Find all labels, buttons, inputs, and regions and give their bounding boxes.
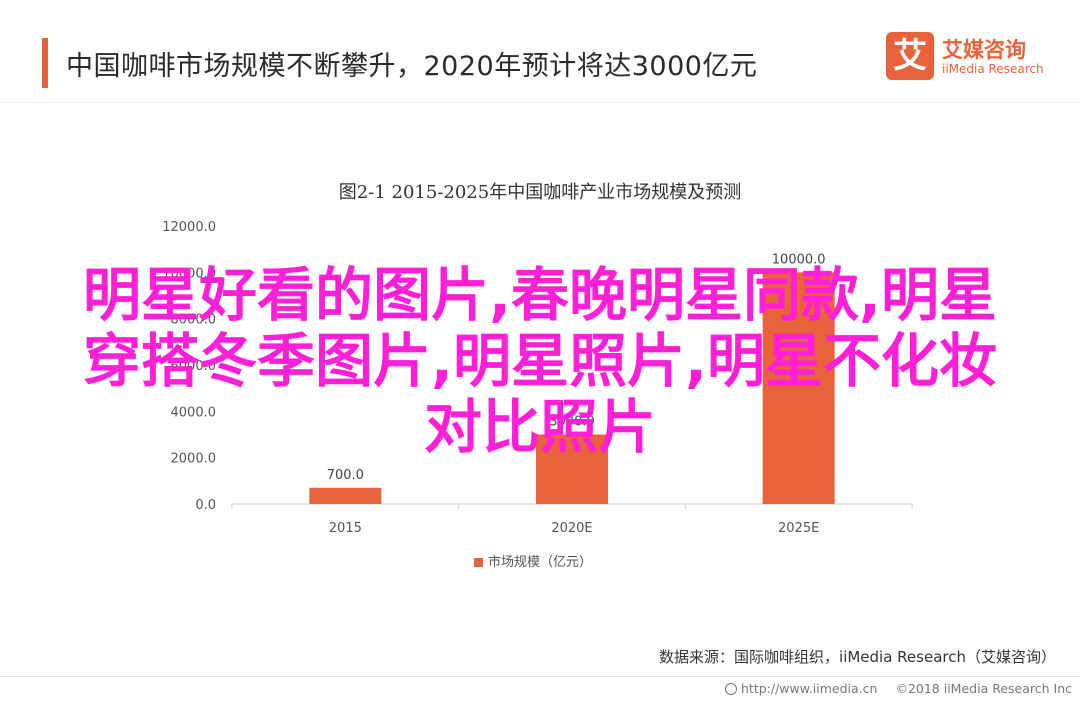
logo-name-en: iiMedia Research	[942, 62, 1044, 76]
legend-label: 市场规模（亿元）	[488, 555, 593, 570]
x-tick-label-2020E: 2020E	[551, 521, 592, 536]
bar-2015	[309, 487, 382, 504]
header-accent-bar	[42, 38, 48, 88]
y-tick-label-2: 4000.0	[171, 405, 217, 420]
data-label-2025E: 10000.0	[772, 252, 826, 267]
y-tick-label-0: 0.0	[195, 498, 216, 513]
y-tick-label-6: 12000.0	[162, 220, 216, 235]
footer-url[interactable]: http://www.iimedia.cn	[741, 681, 878, 696]
brand-logo: 艾 艾媒咨询 iiMedia Research	[886, 32, 1056, 82]
globe-icon	[725, 683, 737, 695]
chart-title: 图2-1 2015-2025年中国咖啡产业市场规模及预测	[338, 182, 742, 203]
header-divider	[0, 102, 1080, 103]
overlay-text-line-1: 明星好看的图片,春晚明星同款,明星	[82, 261, 998, 329]
logo-name-cn: 艾媒咨询	[942, 38, 1026, 62]
footer: http://www.iimedia.cn ©2018 iiMedia Resea…	[725, 681, 1072, 696]
x-tick-label-2015: 2015	[329, 521, 362, 536]
legend-swatch	[474, 558, 483, 567]
y-tick-label-3: 6000.0	[171, 359, 217, 374]
bar-2020E	[536, 434, 608, 504]
overlay-text-line-3: 对比照片	[423, 393, 656, 461]
y-tick-label-5: 10000.0	[162, 266, 216, 281]
x-tick-label-2025E: 2025E	[778, 521, 819, 536]
page-title: 中国咖啡市场规模不断攀升，2020年预计将达3000亿元	[66, 51, 758, 82]
overlay-text-line-2: 穿搭冬季图片,明星照片,明星不化妆	[82, 327, 998, 395]
chart-legend: 市场规模（亿元）	[474, 551, 592, 570]
footer-divider	[0, 676, 1080, 677]
data-source-note: 数据来源：国际咖啡组织，iiMedia Research（艾媒咨询）	[659, 648, 1056, 666]
footer-copyright: ©2018 iiMedia Research Inc	[895, 681, 1072, 696]
data-label-2015: 700.0	[327, 468, 364, 483]
logo-mark-icon: 艾	[886, 32, 934, 80]
data-label-2020E: 3000.0	[549, 415, 595, 430]
y-tick-label-4: 8000.0	[171, 313, 217, 328]
bar-2025E	[762, 272, 835, 504]
y-tick-label-1: 2000.0	[171, 452, 217, 467]
